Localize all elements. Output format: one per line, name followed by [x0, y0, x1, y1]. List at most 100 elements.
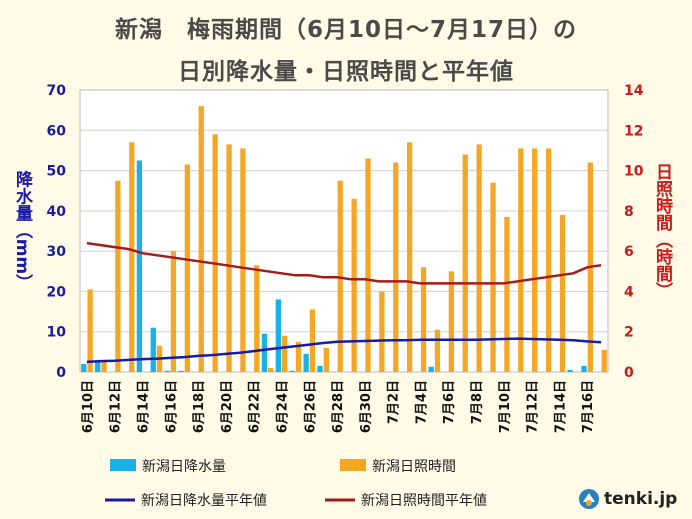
sunshine-bar — [379, 291, 385, 372]
x-tick-label: 7月8日 — [470, 380, 485, 424]
sunshine-bar — [434, 329, 441, 372]
x-tick-label: 6月22日 — [248, 380, 263, 433]
precip-bar — [303, 353, 309, 372]
precip-bar — [136, 160, 143, 372]
brand-name: tenki.jp — [604, 489, 678, 509]
x-tick-label: 6月14日 — [137, 380, 152, 433]
sunshine-bar — [448, 271, 454, 372]
sunshine-bar — [532, 148, 538, 372]
sunshine-bar — [518, 148, 524, 372]
precip-bar — [581, 365, 587, 372]
precip-bar — [275, 299, 281, 372]
precip-bars — [81, 160, 587, 372]
y-tick-right: 6 — [624, 244, 634, 260]
x-tick-label: 7月6日 — [442, 380, 457, 424]
x-tick-label: 7月12日 — [526, 380, 541, 433]
sunshine-bar — [184, 164, 190, 372]
y-axis-right-label: 日照時間（時間） — [652, 163, 673, 299]
x-tick-label: 6月26日 — [303, 380, 318, 433]
x-tick-label: 6月12日 — [109, 380, 124, 433]
y-tick-left: 20 — [47, 284, 67, 300]
x-tick-label: 7月4日 — [414, 380, 429, 424]
sunshine-bar — [198, 106, 204, 372]
legend-swatch — [110, 459, 136, 471]
x-tick-label: 6月28日 — [331, 380, 346, 433]
sunshine-bar — [170, 251, 177, 372]
precip-bar — [567, 369, 573, 372]
tenki-logo-icon — [579, 489, 599, 509]
precip-bar — [289, 370, 295, 372]
sunshine-bar — [226, 144, 232, 372]
precip-bar — [164, 370, 170, 372]
precip-bar — [81, 363, 87, 372]
y-tick-left: 70 — [47, 83, 67, 99]
sunshine-bar — [295, 341, 302, 372]
sunshine-bar — [365, 158, 371, 372]
plot-background — [79, 89, 609, 373]
sunshine-bar — [407, 142, 413, 372]
sunshine-bar — [393, 162, 399, 372]
y-tick-right: 4 — [624, 284, 634, 300]
x-tick-label: 6月20日 — [220, 380, 235, 433]
precip-normal-line — [86, 337, 602, 364]
sunshine-bar — [323, 347, 329, 372]
y-tick-left: 10 — [47, 325, 67, 341]
normal-lines — [86, 241, 602, 364]
x-tick-label: 6月24日 — [275, 380, 290, 433]
x-axis-ticks: 6月10日 6月12日 6月14日 6月16日 6月18日 6月20日 6月22日 6月24日… — [81, 380, 596, 433]
legend-label: 新潟日照時間平年値 — [361, 493, 487, 509]
y-axis-left-label: 降水量（mm） — [12, 170, 33, 291]
sunshine-normal-line — [86, 241, 602, 285]
precip-bar — [428, 366, 434, 372]
precip-bar — [95, 359, 101, 372]
y-tick-right: 12 — [624, 123, 643, 139]
left-axis-ticks: 0 10 20 30 40 50 60 70 — [47, 83, 67, 381]
sunshine-bar — [268, 367, 274, 372]
sunshine-bar — [559, 214, 566, 372]
precip-bar — [150, 327, 156, 372]
sunshine-bar — [504, 216, 510, 372]
x-tick-label: 7月10日 — [498, 380, 513, 433]
tenki-brand: tenki.jp — [578, 488, 677, 510]
sunshine-bar — [101, 361, 107, 372]
precip-bar — [178, 370, 184, 372]
sunshine-bar — [601, 349, 607, 372]
x-tick-label: 6月16日 — [164, 380, 179, 433]
x-tick-label: 6月10日 — [81, 380, 96, 433]
x-tick-label: 7月16日 — [581, 380, 596, 433]
chart-title-line1: 新潟 梅雨期間（6月10日～7月17日）の — [114, 17, 578, 43]
y-tick-left: 60 — [47, 123, 67, 139]
x-tick-label: 7月14日 — [553, 380, 568, 433]
chart-title-line2: 日別降水量・日照時間と平年値 — [178, 59, 514, 85]
x-tick-label: 6月18日 — [192, 380, 207, 433]
right-axis-ticks: 0 2 4 6 8 10 12 14 — [624, 83, 644, 381]
y-tick-left: 50 — [47, 164, 67, 180]
sunshine-bar — [212, 134, 218, 372]
y-tick-left: 40 — [47, 204, 67, 220]
legend-label: 新潟日降水量 — [142, 459, 226, 475]
y-tick-right: 2 — [624, 325, 634, 341]
y-tick-left: 0 — [56, 365, 66, 381]
sunshine-bar — [545, 148, 552, 372]
legend-swatch — [340, 459, 366, 471]
sunshine-bar — [240, 148, 246, 372]
sunshine-bar — [309, 309, 316, 372]
legend-label: 新潟日照時間 — [372, 459, 456, 475]
sunshine-bar — [490, 182, 496, 372]
x-tick-label: 6月30日 — [359, 380, 374, 433]
legend-label: 新潟日降水量平年値 — [141, 493, 267, 509]
precip-bar — [317, 365, 323, 372]
precip-bar — [261, 333, 268, 372]
y-tick-left: 30 — [47, 244, 67, 260]
sunshine-bar — [351, 198, 357, 372]
sunshine-bar — [476, 144, 482, 372]
y-tick-right: 0 — [624, 365, 634, 381]
sunshine-bar — [420, 267, 427, 372]
sunshine-bar — [281, 335, 288, 372]
sunshine-bar — [115, 180, 121, 372]
x-tick-label: 7月2日 — [387, 380, 402, 424]
sunshine-bars — [87, 106, 607, 372]
